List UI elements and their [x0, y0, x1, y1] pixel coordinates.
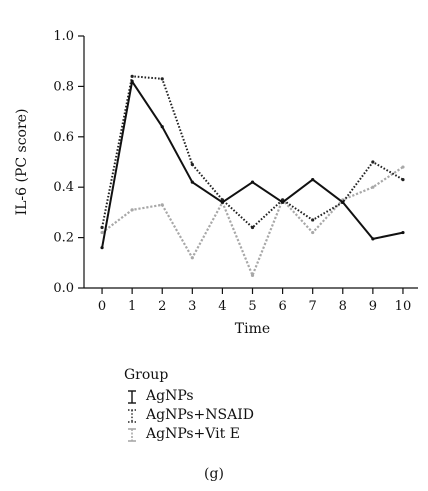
series-point-agnps-3 — [190, 180, 194, 184]
series-point-agnps-2 — [160, 125, 164, 129]
legend: Group AgNPs AgNPs+NSAID AgNPs+Vit E — [124, 366, 254, 444]
legend-item-agnps-nsaid: AgNPs+NSAID — [124, 406, 254, 425]
x-tick-label-1: 1 — [128, 299, 136, 314]
series-point-agnps-9 — [371, 237, 375, 241]
series-point-agnps-5 — [250, 180, 255, 184]
series-point-agnps-1 — [130, 79, 134, 83]
series-point-agnps-nsaid-7 — [311, 218, 315, 222]
series-point-agnps-vit-e-2 — [160, 203, 164, 207]
x-tick-label-8: 8 — [339, 299, 347, 314]
panel-label: (g) — [204, 466, 224, 482]
series-point-agnps-nsaid-9 — [371, 160, 375, 164]
legend-swatch-agnps-vit-e — [128, 427, 136, 442]
x-tick-label-3: 3 — [188, 299, 196, 314]
series-point-agnps-8 — [341, 200, 345, 204]
series-point-agnps-nsaid-1 — [130, 74, 134, 78]
x-axis-title: Time — [235, 321, 270, 337]
il6-line-chart: 0.0 0.2 0.4 0.6 0.8 1.0 0 1 2 3 4 5 6 7 8 9 10 IL-6 (PC … — [14, 29, 418, 337]
legend-swatch-agnps — [128, 389, 136, 404]
series-point-agnps-vit-e-3 — [190, 256, 194, 260]
series-point-agnps-vit-e-7 — [311, 230, 315, 235]
series-point-agnps-vit-e-5 — [250, 273, 255, 277]
series-line-agnps — [101, 80, 404, 248]
series-point-agnps-6 — [280, 200, 285, 204]
legend-label-agnps-nsaid: AgNPs+NSAID — [146, 407, 254, 423]
y-tick-label-0: 0.0 — [53, 281, 74, 296]
series-point-agnps-vit-e-0 — [100, 230, 104, 235]
y-tick-label-4: 0.8 — [53, 79, 74, 94]
axes: 0.0 0.2 0.4 0.6 0.8 1.0 0 1 2 3 4 5 6 7 8 9 10 — [53, 29, 418, 314]
x-tick-label-10: 10 — [395, 299, 412, 314]
series-layer — [100, 74, 405, 277]
series-point-agnps-vit-e-1 — [130, 208, 134, 212]
legend-item-agnps: AgNPs — [124, 387, 254, 406]
x-tick-label-5: 5 — [248, 299, 256, 314]
x-tick-label-0: 0 — [98, 299, 106, 314]
legend-label-agnps-vit-e: AgNPs+Vit E — [146, 426, 240, 442]
series-point-agnps-nsaid-5 — [250, 225, 255, 230]
y-tick-label-1: 0.2 — [53, 231, 74, 246]
legend-title: Group — [124, 367, 169, 383]
x-tick-label-9: 9 — [369, 299, 377, 314]
legend-item-agnps-vit-e: AgNPs+Vit E — [124, 425, 254, 444]
series-line-agnps-vit-e — [101, 166, 404, 277]
series-point-agnps-10 — [401, 230, 405, 235]
series-point-agnps-0 — [100, 246, 104, 250]
y-tick-label-2: 0.4 — [53, 180, 74, 195]
x-tick-label-2: 2 — [158, 299, 166, 314]
x-tick-label-7: 7 — [309, 299, 317, 314]
series-point-agnps-nsaid-0 — [100, 225, 104, 230]
series-point-agnps-vit-e-10 — [401, 165, 405, 169]
series-point-agnps-nsaid-2 — [160, 77, 164, 81]
y-tick-label-5: 1.0 — [53, 29, 74, 44]
series-point-agnps-7 — [311, 178, 315, 182]
x-tick-label-4: 4 — [218, 299, 226, 314]
legend-swatch-agnps-nsaid — [128, 408, 136, 423]
series-line-agnps-nsaid — [101, 75, 404, 229]
x-tick-label-6: 6 — [278, 299, 286, 314]
y-tick-label-3: 0.6 — [53, 130, 74, 145]
series-point-agnps-nsaid-10 — [401, 178, 405, 182]
series-point-agnps-vit-e-9 — [371, 185, 375, 189]
legend-label-agnps: AgNPs — [146, 388, 194, 404]
series-point-agnps-nsaid-3 — [190, 162, 194, 167]
series-point-agnps-4 — [220, 200, 225, 204]
y-axis-title: IL-6 (PC score) — [14, 109, 30, 216]
